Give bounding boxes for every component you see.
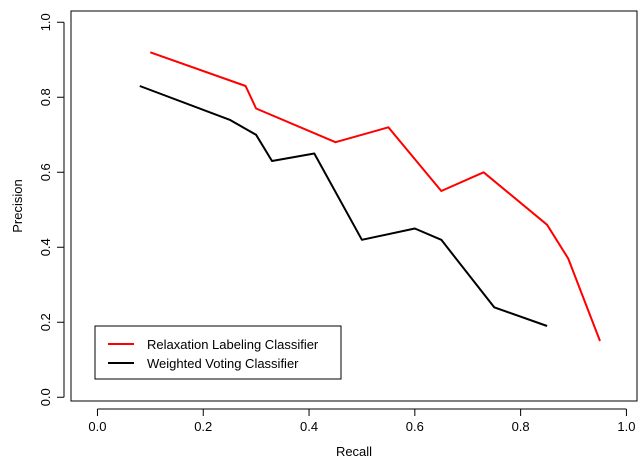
y-axis-title: Precision <box>10 179 25 232</box>
x-axis: 0.0 0.2 0.4 0.6 0.8 1.0 <box>88 408 635 434</box>
y-tick-label: 0.4 <box>38 238 53 256</box>
series-layer <box>139 51 601 342</box>
x-tick-label: 0.0 <box>88 419 106 434</box>
y-tick-label: 0.6 <box>38 163 53 181</box>
y-axis: 0.0 0.2 0.4 0.6 0.8 1.0 <box>38 13 65 406</box>
legend-label-relaxation: Relaxation Labeling Classifier <box>147 337 319 352</box>
legend-box <box>94 325 342 380</box>
plot-frame <box>70 10 638 402</box>
y-tick-label: 0.8 <box>38 88 53 106</box>
x-axis-title: Recall <box>336 444 372 459</box>
legend-label-weighted: Weighted Voting Classifier <box>147 356 299 371</box>
x-tick-label: 0.2 <box>194 419 212 434</box>
series-line-weighted <box>139 85 548 327</box>
x-tick-label: 0.6 <box>406 419 424 434</box>
x-tick-label: 0.8 <box>512 419 530 434</box>
series-line-relaxation <box>149 51 601 342</box>
y-tick-label: 0.2 <box>38 313 53 331</box>
x-tick-label: 1.0 <box>617 419 635 434</box>
y-tick-label: 0.0 <box>38 388 53 406</box>
x-tick-label: 0.4 <box>300 419 318 434</box>
legend: Relaxation Labeling Classifier Weighted … <box>94 325 342 380</box>
y-tick-label: 1.0 <box>38 13 53 31</box>
